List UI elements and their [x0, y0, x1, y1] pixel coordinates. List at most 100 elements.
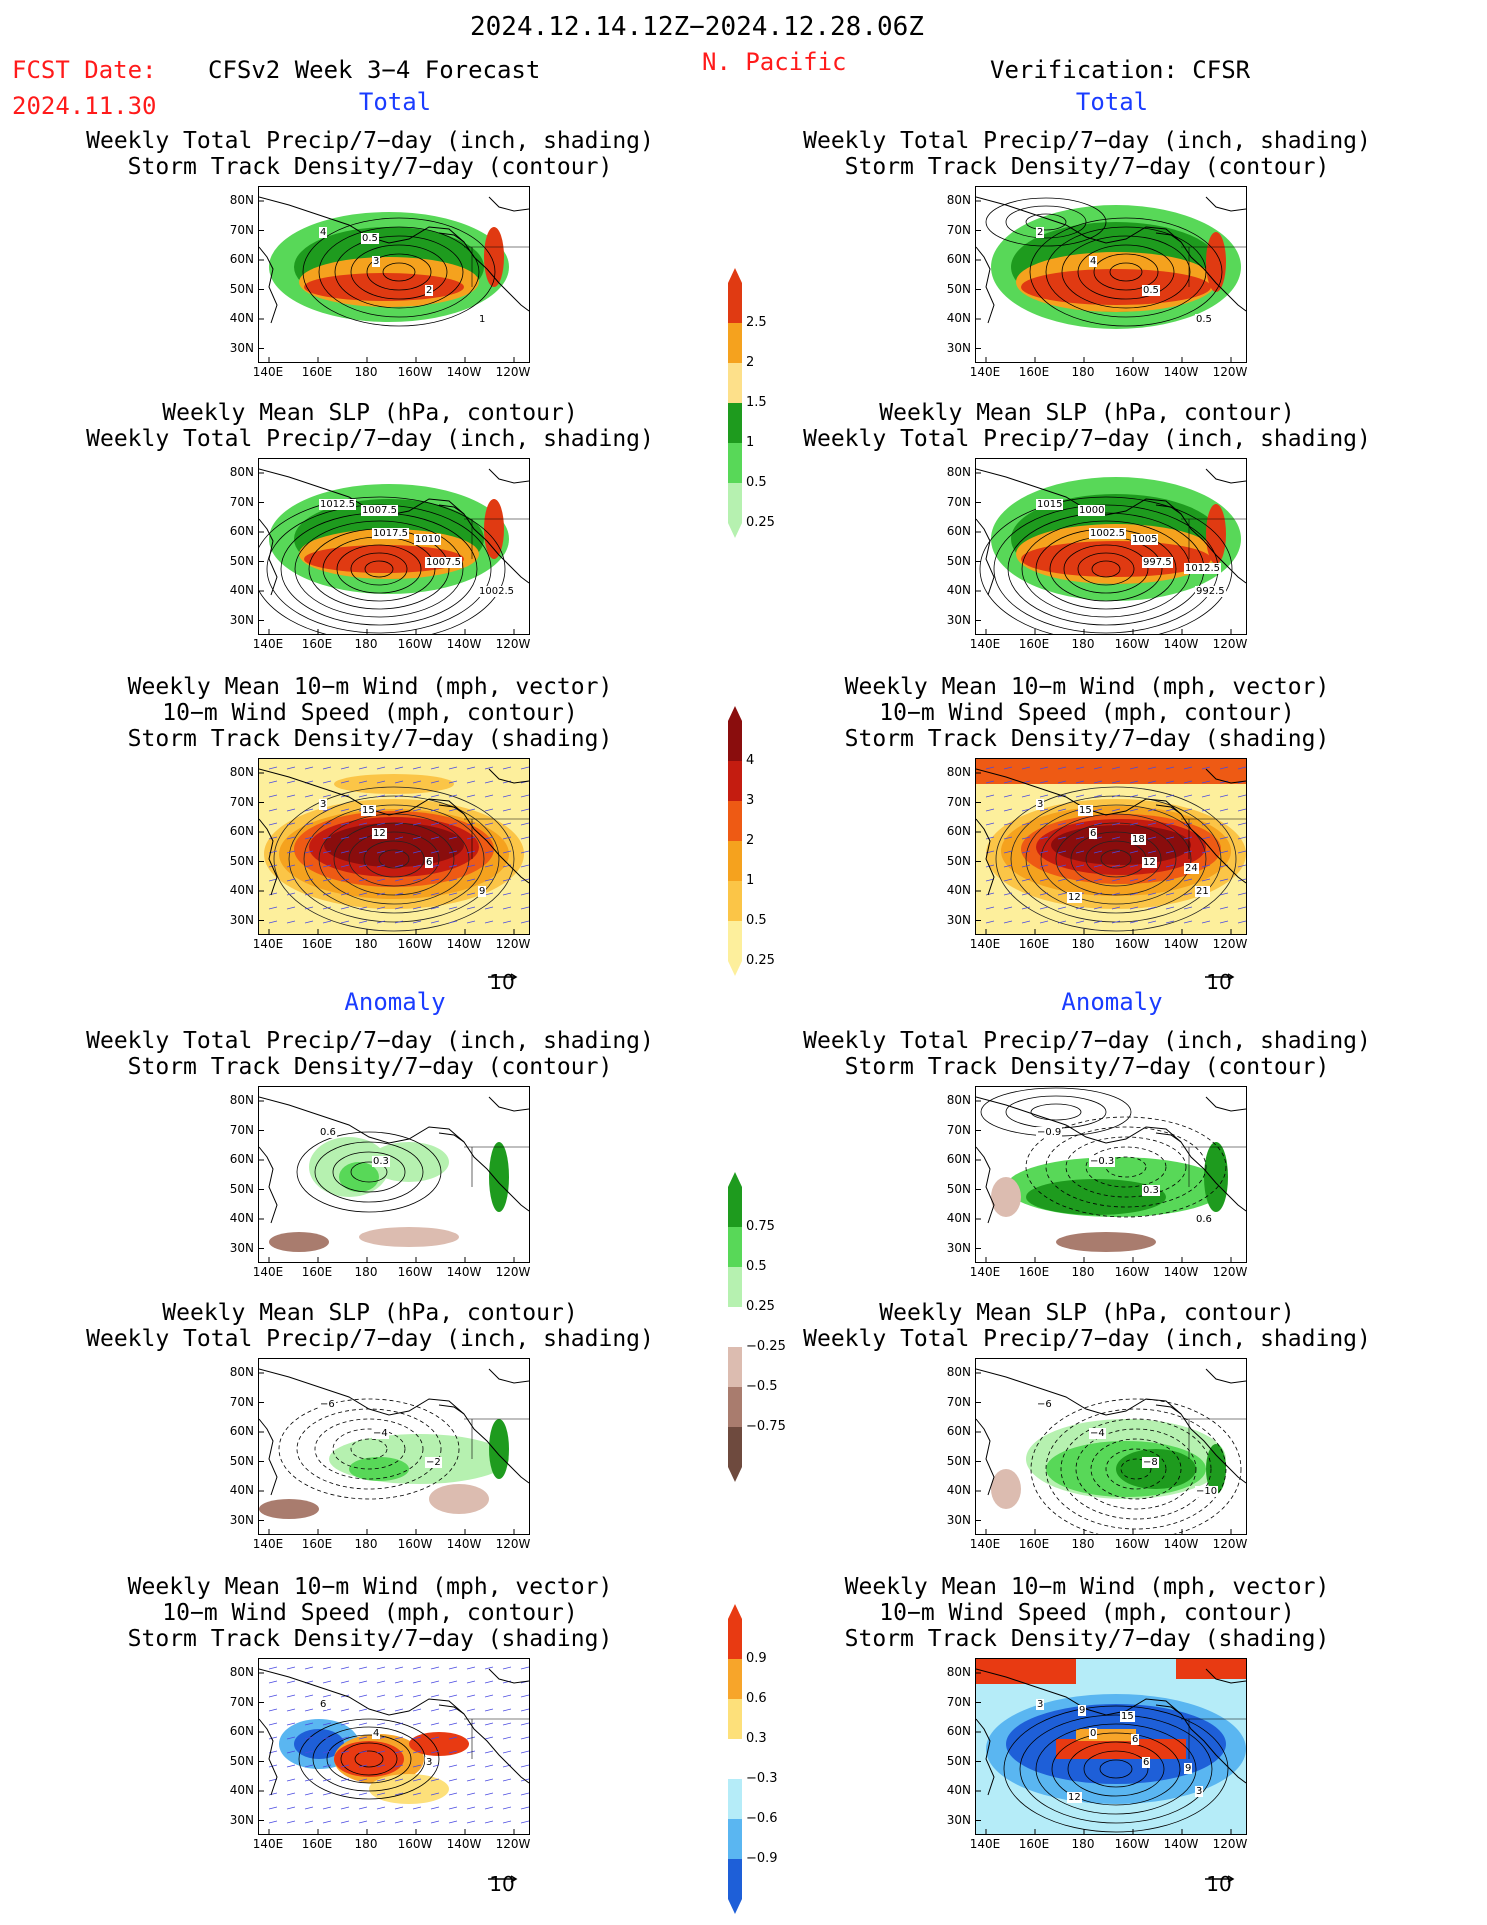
lat-tick-label: 80N — [229, 465, 254, 479]
lat-tick-label: 70N — [229, 494, 254, 509]
arrow-right-icon — [1199, 962, 1239, 981]
contour-label: 2 — [425, 285, 434, 296]
map-panel-verif-anom-wind: 3 0 6 3 9 6 9 12 15 — [975, 1658, 1247, 1835]
panel-title: Weekly Mean 10−m Wind (mph, vector) 10−m… — [127, 674, 613, 752]
lat-tick-label: 80N — [229, 1665, 254, 1679]
map-panel-verif-anom-precip: −0.9 −0.3 0.3 0.6 — [975, 1086, 1247, 1263]
contour-label: 9 — [1184, 1763, 1193, 1774]
colorbar-label: −0.6 — [746, 1811, 778, 1826]
lat-tick-label: 80N — [946, 765, 971, 779]
contour-label: 24 — [1184, 863, 1199, 874]
lon-tick-label: 120W — [495, 937, 531, 951]
colorbar-label: 0.5 — [746, 1259, 767, 1274]
contour-label: 0.6 — [1195, 1214, 1213, 1225]
contour-label: 1007.5 — [361, 505, 398, 516]
lon-tick-label: 120W — [495, 1537, 531, 1551]
lat-tick-label: 30N — [946, 1812, 971, 1827]
map-plot — [259, 1666, 529, 1834]
lat-tick-label: 30N — [229, 912, 254, 927]
map-panel-verif-total-precip: 2 4 0.5 0.5 — [975, 186, 1247, 363]
lat-tick-label: 70N — [229, 794, 254, 809]
colorbar-label: 0.25 — [746, 515, 775, 530]
arrow-right-icon — [1199, 1864, 1239, 1883]
lon-tick-label: 160W — [397, 637, 433, 651]
lat-tick-label: 70N — [229, 1694, 254, 1709]
lon-tick-label: 160E — [1018, 637, 1050, 651]
vector-reference: 10 — [1199, 1864, 1239, 1896]
panel-title: Weekly Mean SLP (hPa, contour) Weekly To… — [86, 400, 654, 452]
lon-tick-label: 120W — [1212, 1537, 1248, 1551]
contour-label: 1012.5 — [319, 499, 356, 510]
colorbar-swatch — [728, 483, 742, 523]
colorbar-swatch — [728, 1739, 742, 1779]
lon-tick-label: 140W — [446, 365, 482, 379]
contour-label: 6 — [1089, 828, 1098, 839]
lon-tick-label: 160E — [301, 637, 333, 651]
lat-tick-label: 40N — [229, 883, 254, 897]
lat-tick-label: 60N — [946, 1152, 971, 1166]
section-anomaly-verification: Anomaly — [1061, 988, 1163, 1016]
lon-tick-label: 180 — [354, 937, 378, 951]
map-plot — [976, 759, 1246, 934]
lat-tick-label: 70N — [946, 1122, 971, 1137]
lon-tick-label: 140E — [969, 937, 1001, 951]
lon-tick-label: 160E — [1018, 1537, 1050, 1551]
contour-label: 4 — [319, 227, 328, 238]
contour-label: 12 — [1142, 857, 1157, 868]
lon-tick-label: 140E — [252, 637, 284, 651]
colorbar-label: −0.25 — [746, 1339, 786, 1354]
lat-tick-label: 40N — [229, 311, 254, 325]
lon-tick-label: 120W — [495, 365, 531, 379]
contour-label: 3 — [372, 256, 381, 267]
colorbar-label: 0.5 — [746, 475, 767, 490]
map-plot — [259, 196, 529, 362]
lat-tick-label: 40N — [229, 583, 254, 597]
lat-tick-label: 50N — [229, 553, 254, 568]
colorbar-label: 3 — [746, 793, 755, 808]
contour-label: −0.9 — [1036, 1127, 1063, 1138]
colorbar-label: 1 — [746, 435, 755, 450]
colorbar-label: −0.75 — [746, 1419, 786, 1434]
lon-tick-label: 160W — [1114, 1265, 1150, 1279]
colorbar-swatch — [728, 921, 742, 961]
contour-label: 0.6 — [319, 1127, 337, 1138]
contour-label: 1 — [478, 314, 487, 325]
lon-tick-label: 140W — [446, 1537, 482, 1551]
contour-label: 1000 — [1078, 505, 1106, 516]
lat-tick-label: 50N — [229, 281, 254, 296]
colorbar-swatch — [728, 1227, 742, 1267]
lat-tick-label: 80N — [946, 465, 971, 479]
contour-label: 6 — [1131, 1734, 1140, 1745]
map-plot — [259, 759, 529, 934]
colorbar-precip-anom: 0.75 0.5 0.25 −0.25 −0.5 −0.75 — [720, 1172, 786, 1486]
lat-tick-label: 50N — [946, 553, 971, 568]
vector-reference-value: 10 — [489, 970, 515, 994]
colorbar-swatch — [728, 841, 742, 881]
contour-label: −10 — [1195, 1486, 1219, 1497]
colorbar-graphic — [728, 1172, 742, 1482]
contour-label: −2 — [425, 1457, 442, 1468]
lat-tick-label: 80N — [229, 1093, 254, 1107]
map-panel-fcst-total-slp: 1012.5 1017.5 1007.5 1002.5 1007.5 1010 — [258, 458, 530, 635]
lat-tick-label: 40N — [946, 883, 971, 897]
colorbar-label: 4 — [746, 753, 755, 768]
contour-label: 1007.5 — [425, 557, 462, 568]
contour-label: 997.5 — [1142, 557, 1173, 568]
lat-tick-label: 80N — [229, 765, 254, 779]
contour-label: 1010 — [414, 534, 442, 545]
lat-tick-label: 60N — [946, 1724, 971, 1738]
contour-label: 0.5 — [1142, 285, 1160, 296]
lon-tick-label: 120W — [495, 1837, 531, 1851]
lon-tick-label: 120W — [1212, 1837, 1248, 1851]
lon-tick-label: 120W — [495, 637, 531, 651]
colorbar-label: 0.5 — [746, 913, 767, 928]
map-plot — [259, 468, 529, 634]
contour-label: 0 — [1089, 1728, 1098, 1739]
contour-label: 1015 — [1036, 499, 1064, 510]
colorbar-swatch — [728, 1307, 742, 1347]
colorbar-swatch — [728, 1387, 742, 1427]
section-total-forecast: Total — [358, 88, 432, 116]
lon-tick-label: 180 — [1071, 1837, 1095, 1851]
lat-tick-label: 70N — [229, 1394, 254, 1409]
lat-tick-label: 60N — [946, 1424, 971, 1438]
